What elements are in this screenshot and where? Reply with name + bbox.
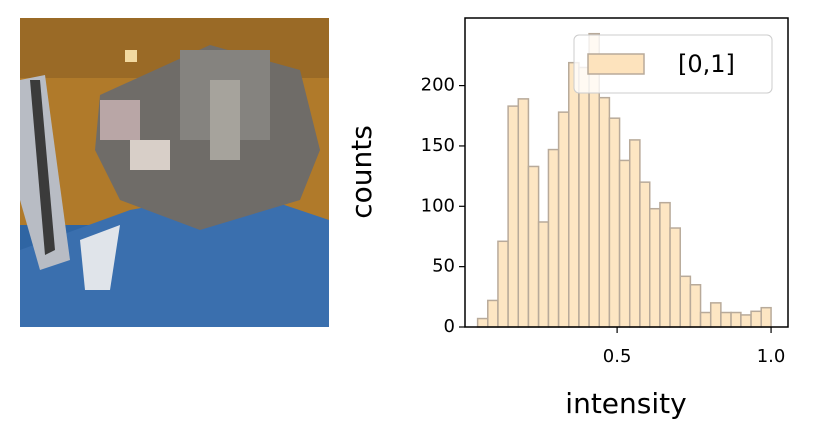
histogram-bar (507, 105, 520, 328)
histogram-bar (608, 117, 621, 328)
histogram-bar (487, 299, 499, 328)
histogram-bar (648, 207, 661, 328)
histogram-bar (639, 181, 651, 328)
histogram-bar (497, 240, 509, 328)
x-tick-label: 1.0 (757, 346, 786, 367)
histogram-bar (669, 227, 681, 328)
histogram-bar (760, 306, 772, 328)
histogram-bar (720, 311, 732, 328)
y-tick-label: 150 (421, 135, 455, 156)
histogram-bar (659, 201, 671, 328)
histogram-bar (547, 148, 560, 328)
legend-label: [0,1] (678, 50, 735, 78)
histogram-bar (740, 314, 752, 328)
histogram-bar (578, 66, 590, 328)
legend-swatch (587, 53, 645, 75)
histogram-bar (618, 159, 631, 328)
histogram-bar (750, 310, 762, 328)
axes-frame (464, 17, 789, 328)
cat-image (20, 18, 329, 327)
histogram-bar (557, 111, 570, 328)
x-tick-label: 0.5 (603, 346, 632, 367)
histogram-bar (679, 275, 692, 328)
histogram-bar (476, 317, 489, 328)
histogram-bar (709, 302, 722, 328)
x-axis-label: intensity (565, 387, 686, 420)
plot-area (476, 32, 772, 328)
y-tick-label: 200 (421, 75, 455, 96)
histogram-bar (699, 311, 712, 328)
histogram-bar (527, 165, 540, 328)
y-tick-label: 50 (432, 256, 455, 277)
histogram-bar (598, 96, 611, 328)
histogram-bar (568, 61, 580, 328)
legend-box (573, 34, 773, 94)
histogram-bar (730, 311, 742, 328)
y-tick-label: 100 (421, 195, 455, 216)
histogram-bar (628, 139, 641, 328)
histogram-bar (537, 221, 550, 328)
histogram-bar (689, 284, 702, 328)
y-tick-label: 0 (444, 316, 455, 337)
y-axis-label: counts (345, 125, 378, 219)
histogram-bar (517, 98, 530, 328)
